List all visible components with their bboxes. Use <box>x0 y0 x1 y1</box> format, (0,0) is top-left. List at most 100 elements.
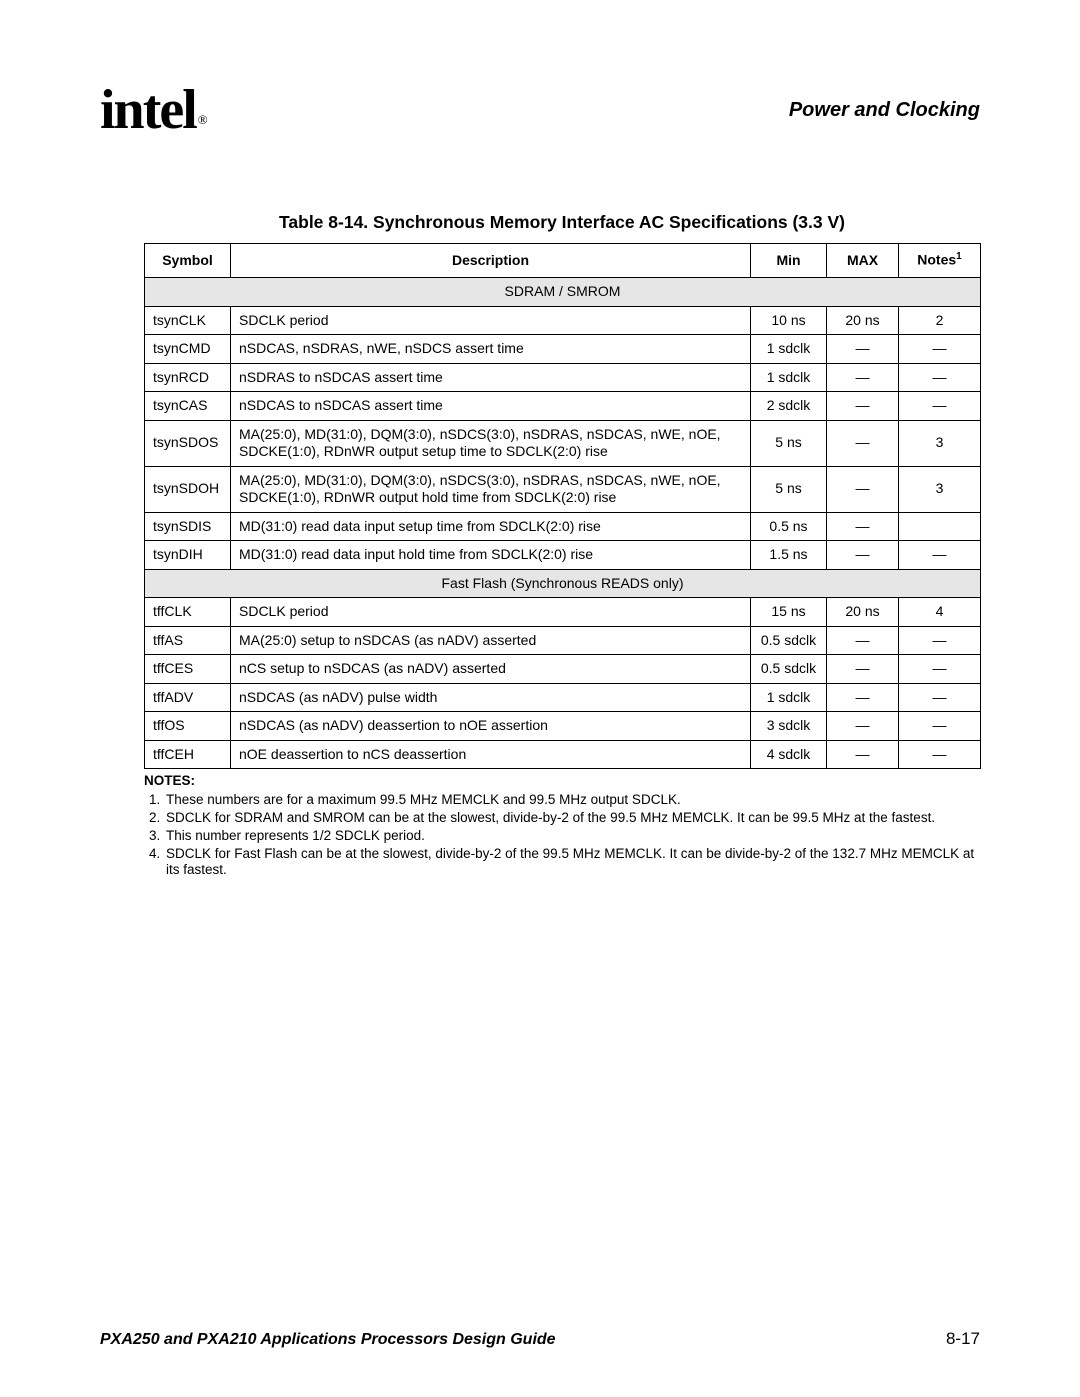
cell-min: 3 sdclk <box>751 712 827 741</box>
cell-description: MA(25:0), MD(31:0), DQM(3:0), nSDCS(3:0)… <box>231 466 751 512</box>
cell-notes: — <box>899 363 981 392</box>
cell-min: 1 sdclk <box>751 335 827 364</box>
table-caption: Table 8-14. Synchronous Memory Interface… <box>100 212 980 233</box>
cell-min: 0.5 sdclk <box>751 626 827 655</box>
cell-symbol: tffAS <box>145 626 231 655</box>
notes-heading: NOTES: <box>144 773 980 790</box>
table-row: tsynRCDnSDRAS to nSDCAS assert time1 sdc… <box>145 363 981 392</box>
cell-symbol: tsynSDIS <box>145 512 231 541</box>
cell-max: — <box>827 541 899 570</box>
cell-notes: — <box>899 335 981 364</box>
cell-min: 2 sdclk <box>751 392 827 421</box>
table-section-label: SDRAM / SMROM <box>145 278 981 307</box>
cell-notes: — <box>899 712 981 741</box>
cell-symbol: tffADV <box>145 683 231 712</box>
footer-doc-title: PXA250 and PXA210 Applications Processor… <box>100 1331 556 1349</box>
page-header: intel® Power and Clocking <box>100 78 980 142</box>
notes-list: These numbers are for a maximum 99.5 MHz… <box>144 792 980 879</box>
cell-notes: — <box>899 683 981 712</box>
notes-item: SDCLK for SDRAM and SMROM can be at the … <box>164 810 980 827</box>
col-min: Min <box>751 244 827 278</box>
notes-item: These numbers are for a maximum 99.5 MHz… <box>164 792 980 809</box>
cell-max: — <box>827 335 899 364</box>
cell-symbol: tsynCAS <box>145 392 231 421</box>
cell-symbol: tsynCLK <box>145 306 231 335</box>
cell-min: 4 sdclk <box>751 740 827 769</box>
notes-item: This number represents 1/2 SDCLK period. <box>164 828 980 845</box>
cell-max: — <box>827 420 899 466</box>
cell-max: — <box>827 712 899 741</box>
cell-description: nSDRAS to nSDCAS assert time <box>231 363 751 392</box>
col-symbol: Symbol <box>145 244 231 278</box>
cell-notes: — <box>899 392 981 421</box>
table-row: tsynSDOSMA(25:0), MD(31:0), DQM(3:0), nS… <box>145 420 981 466</box>
table-row: tffASMA(25:0) setup to nSDCAS (as nADV) … <box>145 626 981 655</box>
cell-description: MA(25:0) setup to nSDCAS (as nADV) asser… <box>231 626 751 655</box>
table-row: tffADVnSDCAS (as nADV) pulse width1 sdcl… <box>145 683 981 712</box>
table-row: tffCESnCS setup to nSDCAS (as nADV) asse… <box>145 655 981 684</box>
col-notes: Notes1 <box>899 244 981 278</box>
table-row: tffCEHnOE deassertion to nCS deassertion… <box>145 740 981 769</box>
cell-max: 20 ns <box>827 306 899 335</box>
cell-min: 5 ns <box>751 466 827 512</box>
cell-max: — <box>827 683 899 712</box>
cell-symbol: tsynSDOS <box>145 420 231 466</box>
cell-min: 0.5 ns <box>751 512 827 541</box>
cell-description: nCS setup to nSDCAS (as nADV) asserted <box>231 655 751 684</box>
cell-symbol: tffCLK <box>145 598 231 627</box>
cell-max: — <box>827 655 899 684</box>
cell-symbol: tffCEH <box>145 740 231 769</box>
cell-description: nSDCAS (as nADV) deassertion to nOE asse… <box>231 712 751 741</box>
intel-logo: intel® <box>100 78 204 142</box>
footer-page-number: 8-17 <box>946 1329 980 1349</box>
cell-symbol: tsynRCD <box>145 363 231 392</box>
cell-notes: 3 <box>899 466 981 512</box>
table-section-row: SDRAM / SMROM <box>145 278 981 307</box>
cell-max: — <box>827 740 899 769</box>
cell-notes: — <box>899 655 981 684</box>
page: intel® Power and Clocking Table 8-14. Sy… <box>0 0 1080 1397</box>
cell-min: 1 sdclk <box>751 363 827 392</box>
cell-notes: — <box>899 541 981 570</box>
cell-symbol: tffOS <box>145 712 231 741</box>
cell-notes: 2 <box>899 306 981 335</box>
table-row: tsynCASnSDCAS to nSDCAS assert time2 sdc… <box>145 392 981 421</box>
cell-notes <box>899 512 981 541</box>
page-footer: PXA250 and PXA210 Applications Processor… <box>100 1329 980 1349</box>
cell-description: SDCLK period <box>231 306 751 335</box>
cell-notes: — <box>899 740 981 769</box>
spec-table: Symbol Description Min MAX Notes1 SDRAM … <box>144 243 981 769</box>
cell-symbol: tsynCMD <box>145 335 231 364</box>
cell-symbol: tffCES <box>145 655 231 684</box>
table-row: tffOSnSDCAS (as nADV) deassertion to nOE… <box>145 712 981 741</box>
cell-max: — <box>827 626 899 655</box>
cell-min: 5 ns <box>751 420 827 466</box>
notes-block: NOTES: These numbers are for a maximum 9… <box>144 773 980 879</box>
cell-description: nSDCAS, nSDRAS, nWE, nSDCS assert time <box>231 335 751 364</box>
logo-registered: ® <box>198 112 206 127</box>
col-max: MAX <box>827 244 899 278</box>
cell-description: SDCLK period <box>231 598 751 627</box>
section-title: Power and Clocking <box>789 99 980 122</box>
cell-symbol: tsynDIH <box>145 541 231 570</box>
table-row: tsynCLKSDCLK period10 ns20 ns2 <box>145 306 981 335</box>
cell-description: MD(31:0) read data input hold time from … <box>231 541 751 570</box>
table-header-row: Symbol Description Min MAX Notes1 <box>145 244 981 278</box>
logo-text: intel <box>100 79 196 141</box>
cell-description: nOE deassertion to nCS deassertion <box>231 740 751 769</box>
table-row: tffCLKSDCLK period15 ns20 ns4 <box>145 598 981 627</box>
cell-max: 20 ns <box>827 598 899 627</box>
table-row: tsynSDOHMA(25:0), MD(31:0), DQM(3:0), nS… <box>145 466 981 512</box>
cell-min: 1 sdclk <box>751 683 827 712</box>
cell-max: — <box>827 363 899 392</box>
cell-symbol: tsynSDOH <box>145 466 231 512</box>
cell-notes: 3 <box>899 420 981 466</box>
cell-max: — <box>827 466 899 512</box>
table-body: SDRAM / SMROMtsynCLKSDCLK period10 ns20 … <box>145 278 981 769</box>
table-row: tsynCMDnSDCAS, nSDRAS, nWE, nSDCS assert… <box>145 335 981 364</box>
cell-description: MA(25:0), MD(31:0), DQM(3:0), nSDCS(3:0)… <box>231 420 751 466</box>
cell-min: 15 ns <box>751 598 827 627</box>
table-row: tsynDIHMD(31:0) read data input hold tim… <box>145 541 981 570</box>
cell-max: — <box>827 512 899 541</box>
cell-description: MD(31:0) read data input setup time from… <box>231 512 751 541</box>
